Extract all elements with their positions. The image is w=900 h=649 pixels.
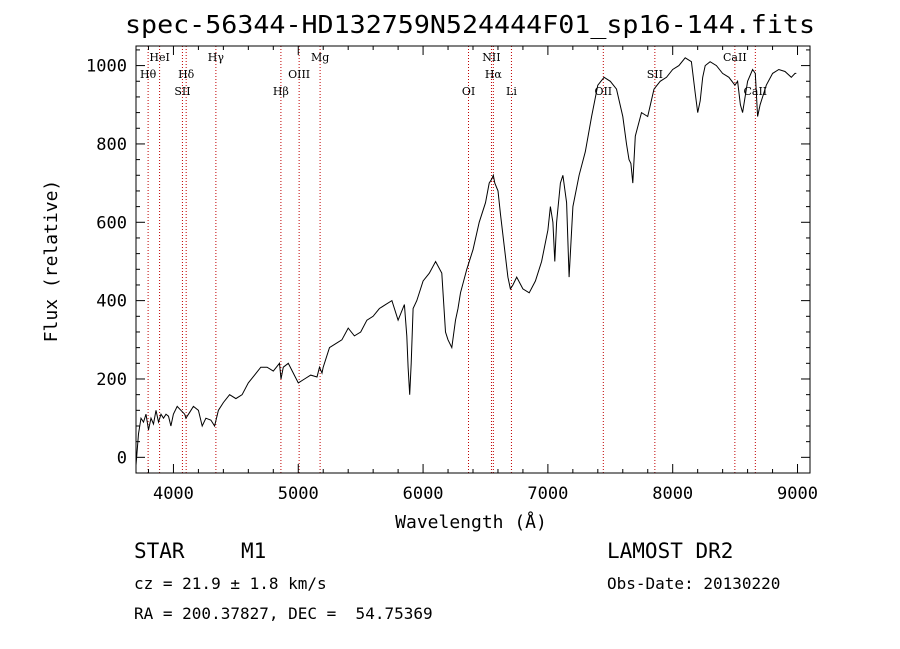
object-subclass: M1 <box>241 539 267 563</box>
y-tick-label: 600 <box>96 213 127 233</box>
y-tick-label: 200 <box>96 370 127 390</box>
spectral-line-label: OIII <box>288 68 310 81</box>
spectral-line-label: Hγ <box>208 51 225 64</box>
object-class: STAR <box>134 539 185 563</box>
x-tick-label: 9000 <box>777 484 818 504</box>
spectral-line-label: Hδ <box>178 68 195 81</box>
spectral-line-label: SII <box>174 85 190 98</box>
redshift-value: cz = 21.9 ± 1.8 km/s <box>134 574 327 593</box>
x-tick-label: 7000 <box>527 484 568 504</box>
y-tick-label: 800 <box>96 135 127 155</box>
observation-date: Obs-Date: 20130220 <box>607 574 781 593</box>
plot-frame <box>135 45 811 474</box>
survey-name: LAMOST DR2 <box>607 539 734 563</box>
spectral-line-label: Mg <box>311 51 329 64</box>
plot-area: 4000 5000 6000 7000 8000 9000 0 200 400 600 800 100… <box>86 45 818 504</box>
spectral-line-label: OI <box>462 85 475 98</box>
x-tick-label: 5000 <box>278 484 319 504</box>
spectral-line-label: Hα <box>485 68 503 81</box>
spectral-line-label: SII <box>647 68 663 81</box>
y-tick-label: 400 <box>96 292 127 312</box>
coordinates: RA = 200.37827, DEC = 54.75369 <box>134 604 433 623</box>
chart-title: spec-56344-HD132759N524444F01_sp16-144.f… <box>125 10 815 39</box>
spectral-line-label: CaII <box>743 85 767 98</box>
x-tick-label: 6000 <box>403 484 444 504</box>
x-axis-label: Wavelength (Å) <box>395 511 547 533</box>
spectral-line-label: Li <box>506 85 517 98</box>
spectral-line-label: NII <box>482 51 500 64</box>
spectral-line-label: OII <box>594 85 612 98</box>
y-tick-label: 0 <box>117 448 127 468</box>
x-tick-label: 4000 <box>153 484 194 504</box>
spectral-line-label: CaII <box>723 51 747 64</box>
spectral-line-label: Hθ <box>140 68 157 81</box>
spectral-line-label: HeI <box>149 51 169 64</box>
spectral-line-label: Hβ <box>273 85 289 98</box>
y-tick-label: 1000 <box>86 57 127 77</box>
x-tick-label: 8000 <box>652 484 693 504</box>
spectrum-line <box>135 57 797 466</box>
y-axis-label: Flux (relative) <box>41 180 62 343</box>
